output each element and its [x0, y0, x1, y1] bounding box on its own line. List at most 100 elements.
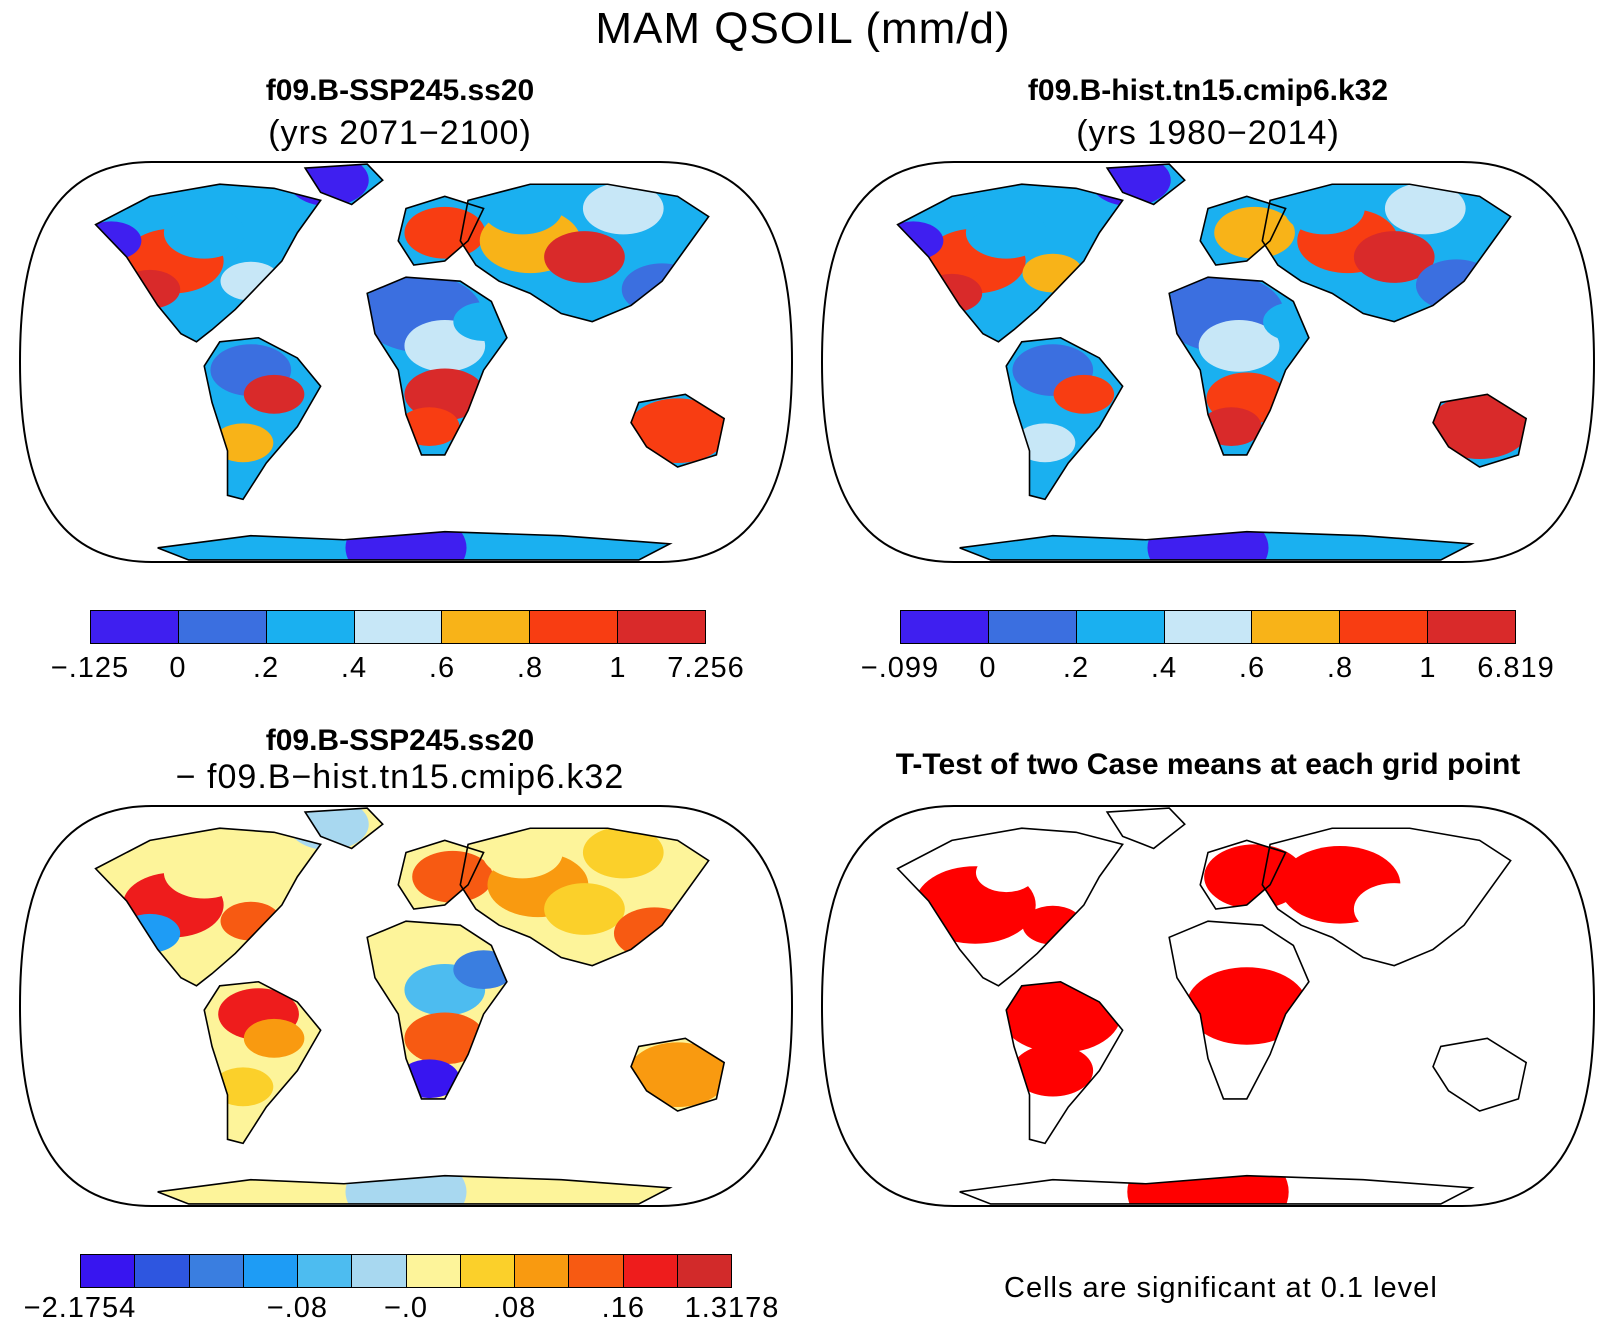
colorbar-label: .2: [1062, 652, 1090, 684]
land-field: [897, 808, 1527, 1204]
colorbar-label: −.099: [860, 652, 940, 684]
coastline-africa: [1168, 276, 1310, 456]
field-patch: [1201, 407, 1262, 447]
field-patch: [404, 1012, 486, 1065]
field-patch: [345, 509, 467, 560]
colorbar-swatch: [618, 611, 706, 643]
colorbar-swatch: [178, 611, 267, 643]
coastline-europe: [397, 839, 485, 910]
coastline-samerica: [1005, 980, 1124, 1145]
map-frame: [18, 805, 794, 1207]
coastline-asia: [1261, 183, 1512, 323]
field-patch: [544, 883, 625, 935]
coastline-antarctica: [157, 530, 673, 561]
colorbar-label: 1.3178: [684, 1292, 780, 1324]
field-patch: [621, 263, 703, 316]
land-field: [95, 808, 725, 1204]
field-patch: [119, 269, 181, 309]
field-patch: [1204, 844, 1305, 910]
coastline-antarctica: [157, 1174, 673, 1205]
land-field: [897, 164, 1527, 560]
field-patch: [220, 901, 282, 941]
colorbar-swatch: [623, 1255, 678, 1287]
coastline-australia: [1432, 393, 1528, 468]
field-patch: [404, 368, 486, 421]
colorbar-label: −.0: [383, 1292, 429, 1324]
coastline-europe: [1199, 839, 1287, 910]
field-patch: [163, 846, 245, 899]
colorbar-swatch: [515, 1255, 570, 1287]
field-patch: [243, 1018, 305, 1058]
panel-4-map: [820, 805, 1596, 1207]
colorbar-swatch: [1428, 611, 1516, 643]
coastline-africa: [366, 276, 508, 456]
coastline-greenland: [303, 163, 384, 206]
colorbar-label: −2.1754: [23, 1292, 137, 1324]
coastline-asia: [459, 827, 710, 967]
colorbar-swatch: [91, 611, 179, 643]
field-patch: [1439, 1048, 1520, 1101]
map-frame: [18, 161, 794, 563]
colorbar-swatch: [901, 611, 989, 643]
colorbar-swatch: [988, 611, 1077, 643]
coastline-europe: [397, 195, 485, 266]
colorbar-label: .08: [492, 1292, 537, 1324]
colorbar-swatch: [530, 611, 619, 643]
field-patch: [1147, 509, 1269, 560]
field-patch: [1415, 259, 1497, 312]
colorbar-swatch: [569, 1255, 624, 1287]
map-frame: [820, 161, 1596, 563]
colorbar-label: .16: [601, 1292, 645, 1324]
colorbar-label: .4: [340, 652, 368, 684]
panel-4-title: T-Test of two Case means at each grid po…: [895, 748, 1521, 781]
field-patch: [582, 826, 664, 879]
panel-1-map: [18, 161, 794, 563]
field-patch: [1000, 975, 1122, 1053]
field-patch: [627, 1042, 725, 1107]
colorbar-label: 6.819: [1477, 652, 1555, 684]
figure-title: MAM QSOIL (mm/d): [595, 4, 1011, 53]
land-field: [95, 164, 725, 560]
coastline-europe: [1199, 195, 1287, 266]
coastline-australia: [1432, 1037, 1528, 1112]
field-patch: [404, 206, 486, 259]
coastline-samerica: [203, 980, 322, 1145]
panel-1-subtitle: (yrs 2071−2100): [268, 114, 532, 152]
colorbar-label: 0: [979, 652, 997, 684]
colorbar-swatch: [406, 1255, 461, 1287]
coastline-asia: [459, 183, 710, 323]
panel-2-colorbar: [900, 610, 1516, 644]
colorbar-swatch: [1340, 611, 1429, 643]
field-patch: [453, 950, 514, 990]
panel-1-title: f09.B-SSP245.ss20: [265, 74, 535, 107]
panel-3-subtitle: − f09.B−hist.tn15.cmip6.k32: [175, 758, 625, 796]
field-patch: [627, 398, 725, 463]
field-patch: [1353, 883, 1435, 935]
panel-2-subtitle: (yrs 1980−2014): [1076, 114, 1340, 152]
field-patch: [399, 407, 460, 447]
colorbar-swatch: [677, 1255, 731, 1287]
panel-2-map: [820, 161, 1596, 563]
colorbar-label: .6: [1238, 652, 1266, 684]
colorbar-swatch: [243, 1255, 298, 1287]
field-patch: [582, 182, 664, 235]
field-patch: [345, 1153, 467, 1204]
colorbar-swatch: [135, 1255, 190, 1287]
field-patch: [119, 913, 181, 953]
field-patch: [1384, 182, 1466, 235]
field-patch: [975, 853, 1037, 893]
colorbar-label: .4: [1150, 652, 1178, 684]
field-patch: [163, 206, 245, 259]
colorbar-swatch: [298, 1255, 353, 1287]
field-patch: [453, 302, 514, 341]
field-patch: [412, 850, 493, 903]
coastline-greenland: [303, 807, 384, 850]
colorbar-swatch: [442, 611, 531, 643]
coastline-australia: [630, 393, 726, 468]
colorbar-label: 1: [1419, 652, 1437, 684]
colorbar-swatch: [81, 1255, 136, 1287]
panel-2-colorbar-labels: −.099 0 .2 .4 .6 .8 1 6.819: [861, 652, 1554, 688]
colorbar-label: .8: [516, 652, 544, 684]
field-patch: [212, 1067, 274, 1107]
coastline-africa: [1168, 920, 1310, 1100]
